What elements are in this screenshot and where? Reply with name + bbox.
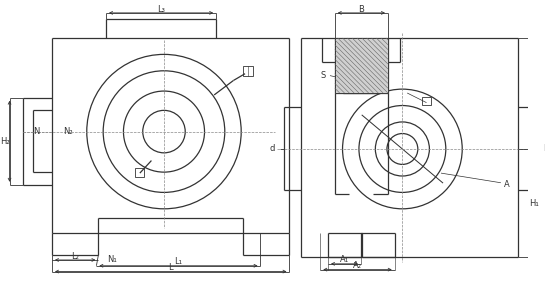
Text: A₁: A₁ xyxy=(340,255,349,264)
Text: d: d xyxy=(269,144,275,153)
Text: N₁: N₁ xyxy=(107,255,117,264)
Text: N₂: N₂ xyxy=(63,127,72,136)
Bar xyxy=(335,38,388,93)
Bar xyxy=(135,168,144,177)
Text: L₁: L₁ xyxy=(174,257,183,266)
Text: A: A xyxy=(504,180,510,189)
Bar xyxy=(422,97,431,105)
Text: B: B xyxy=(359,5,364,14)
Text: H₂: H₂ xyxy=(0,137,10,146)
Text: N: N xyxy=(33,127,40,136)
Text: S: S xyxy=(320,71,326,80)
Bar xyxy=(243,66,253,76)
Text: A₂: A₂ xyxy=(353,261,361,270)
Text: H₁: H₁ xyxy=(529,199,538,208)
Text: L: L xyxy=(168,263,173,272)
Text: L₃: L₃ xyxy=(157,5,165,14)
Text: L₂: L₂ xyxy=(71,252,79,261)
Text: H: H xyxy=(543,144,545,153)
